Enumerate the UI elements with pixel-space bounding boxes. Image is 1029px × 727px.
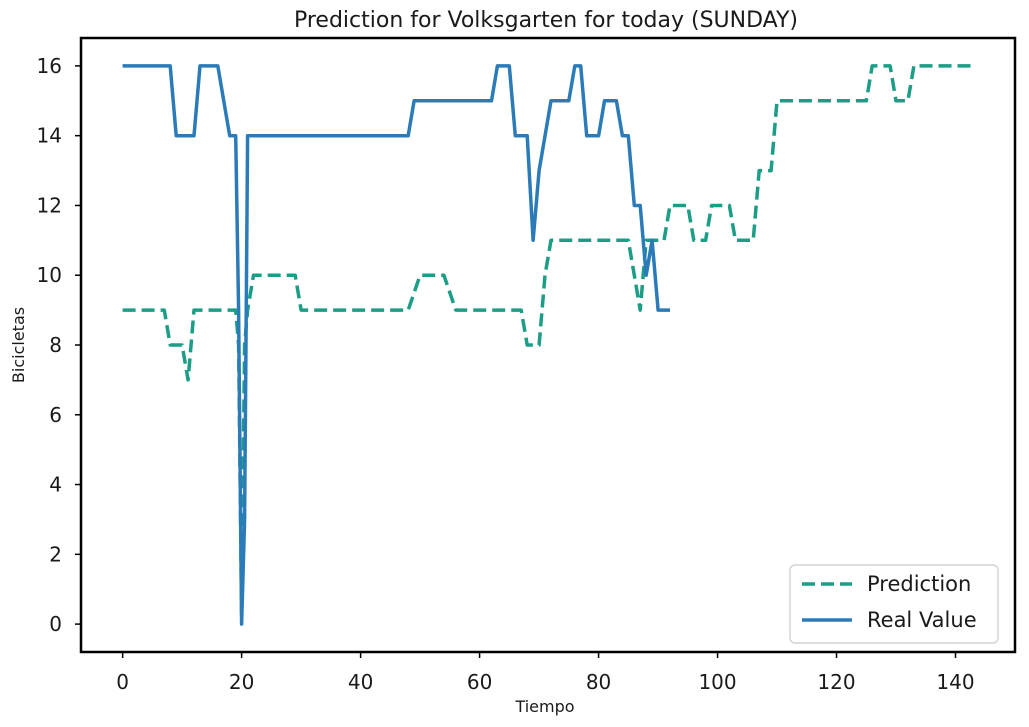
legend-label-real-value: Real Value xyxy=(867,608,977,632)
chart-title: Prediction for Volksgarten for today (SU… xyxy=(294,8,798,33)
x-axis-label: Tiempo xyxy=(514,697,574,716)
y-tick-label: 8 xyxy=(49,333,62,357)
x-tick-label: 100 xyxy=(698,670,736,694)
y-tick-label: 16 xyxy=(37,54,62,78)
y-tick-label: 2 xyxy=(49,542,62,566)
y-tick-label: 4 xyxy=(49,473,62,497)
x-tick-label: 120 xyxy=(817,670,855,694)
y-tick-label: 10 xyxy=(37,263,62,287)
x-tick-label: 80 xyxy=(586,670,611,694)
x-tick-label: 20 xyxy=(229,670,254,694)
y-tick-label: 6 xyxy=(49,403,62,427)
y-tick-label: 12 xyxy=(37,193,62,217)
y-tick-label: 0 xyxy=(49,612,62,636)
y-tick-label: 14 xyxy=(37,124,62,148)
x-tick-label: 0 xyxy=(116,670,129,694)
series-layer xyxy=(122,64,974,626)
series-line-prediction xyxy=(122,64,974,616)
legend: Prediction Real Value xyxy=(789,564,999,644)
y-axis-ticks: 0 2 4 6 8 10 12 14 16 xyxy=(37,54,81,636)
x-tick-label: 60 xyxy=(467,670,492,694)
plot-frame xyxy=(79,36,1017,654)
x-tick-label: 40 xyxy=(348,670,373,694)
series-line-real-value xyxy=(122,64,670,626)
x-axis-ticks: 0 20 40 60 80 100 120 140 xyxy=(116,652,975,694)
y-axis-label: Bicicletas xyxy=(9,307,28,383)
legend-label-prediction: Prediction xyxy=(867,572,971,596)
x-tick-label: 140 xyxy=(936,670,974,694)
